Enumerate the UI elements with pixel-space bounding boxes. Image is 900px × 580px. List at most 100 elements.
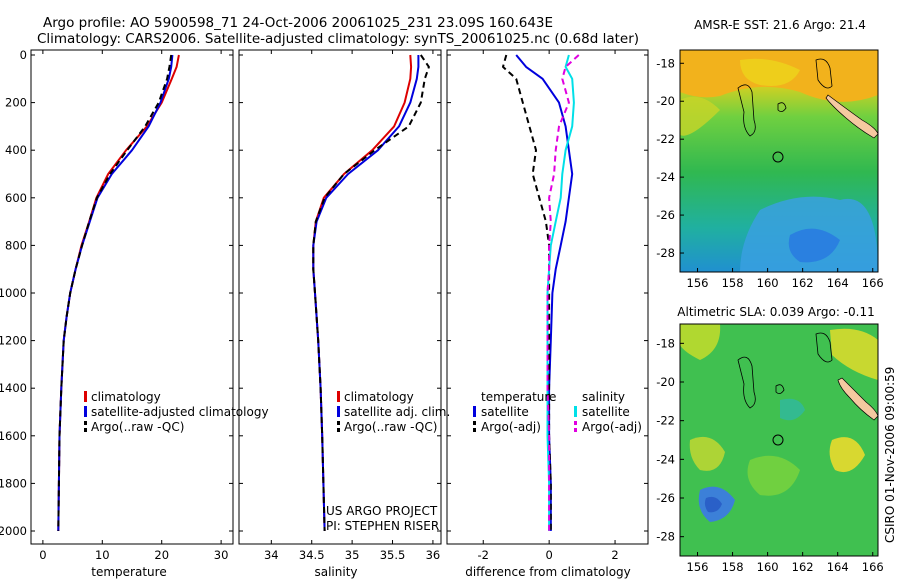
ytick-label: 1800: [0, 476, 27, 490]
xtick-label: 0: [545, 548, 552, 562]
sla-map-ticks: 156 158 160 162 164 166 -18 -20 -22 -24 -26 -28: [656, 336, 884, 574]
temperature-xlabel: temperature: [91, 565, 166, 579]
difference-legend: temperature salinity satellite Argo(-adj…: [450, 390, 642, 435]
map-ytick-label: -20: [656, 375, 675, 389]
xtick-label: 35.5: [380, 548, 406, 562]
sla-land-new-caledonia: [837, 377, 878, 421]
map-ytick-label: -24: [656, 452, 675, 466]
sla-yellow-east: [829, 437, 865, 473]
xtick-label: 34: [264, 548, 279, 562]
ytick-label: 200: [5, 96, 27, 110]
map-ytick-label: -24: [656, 170, 675, 184]
xtick-label: 30: [214, 548, 229, 562]
sst-coldest-patch: [788, 228, 840, 263]
series-line: [312, 55, 420, 532]
salinity-legend: climatology satellite adj. clim. Argo(..…: [337, 390, 450, 434]
legend-sal-clim: climatology: [344, 390, 414, 404]
sla-teal-patch: [780, 398, 805, 421]
map-xtick-label: 162: [792, 276, 814, 290]
legend-black-swatch-a: [337, 421, 340, 425]
temperature-panel-frame: [30, 49, 234, 545]
legend-diff-temp-header: temperature: [481, 390, 556, 404]
legend-sal-argo: Argo(..raw -QC): [344, 420, 437, 434]
xtick-label: 36: [426, 548, 441, 562]
difference-xlabel: difference from climatology: [465, 565, 631, 579]
temperature-legend: climatology satellite-adjusted climatolo…: [84, 390, 269, 434]
ytick-label: 1600: [0, 429, 27, 443]
ytick-label: 1400: [0, 381, 27, 395]
map-xtick-label: 156: [687, 560, 709, 574]
sst-land-new-caledonia: [825, 94, 878, 139]
map-ytick-label: -26: [656, 208, 675, 222]
legend-cyan-swatch: [574, 406, 577, 417]
map-xtick-label: 166: [862, 560, 884, 574]
legend-black-swatch-a: [473, 421, 476, 425]
sst-map-frame: [679, 49, 879, 273]
sla-map: [680, 324, 878, 556]
series-line: [57, 54, 173, 532]
series-line: [312, 54, 413, 532]
sla-map-title: Altimetric SLA: 0.039 Argo: -0.11: [677, 305, 874, 319]
map-ytick-label: -26: [656, 491, 675, 505]
ytick-label: 400: [5, 143, 27, 157]
map-xtick-label: 160: [757, 276, 779, 290]
sla-reef-contour-c: [775, 384, 785, 394]
series-line: [502, 54, 552, 531]
map-ytick-label: -22: [656, 132, 675, 146]
project-credit: US ARGO PROJECT: [326, 504, 438, 518]
map-ytick-label: -18: [656, 56, 675, 70]
salinity-xlabel: salinity: [314, 565, 357, 579]
sla-blue-core: [704, 496, 722, 513]
map-xtick-label: 164: [827, 560, 849, 574]
xtick-label: 0: [39, 548, 46, 562]
ytick-label: 1200: [0, 334, 27, 348]
legend-temp-argo: Argo(..raw -QC): [91, 420, 184, 434]
sst-map: [680, 50, 878, 272]
legend-black-swatch-b: [84, 428, 87, 432]
legend-magenta-swatch-a: [574, 421, 577, 425]
sst-map-title: AMSR-E SST: 21.6 Argo: 21.4: [694, 18, 866, 32]
ytick-label: 1000: [0, 286, 27, 300]
legend-black-swatch-a: [84, 421, 87, 425]
map-xtick-label: 164: [827, 276, 849, 290]
sla-yellow-ne: [830, 328, 878, 380]
csiro-stamp: CSIRO 01-Nov-2006 09:00:59: [883, 367, 897, 543]
legend-diff-sal-header: salinity: [582, 390, 625, 404]
legend-magenta-swatch-b: [574, 428, 577, 432]
ytick-label: 800: [5, 238, 27, 252]
map-ytick-label: -20: [656, 94, 675, 108]
legend-red-swatch: [337, 391, 340, 402]
legend-bg: [450, 391, 546, 435]
map-ytick-label: -22: [656, 414, 675, 428]
ytick-label: 2000: [0, 524, 27, 538]
xtick-label: 35: [345, 548, 360, 562]
map-xtick-label: 162: [792, 560, 814, 574]
temperature-axes: 0 200 400 600 800 1000 1200 1400 1600 1800 2000 0 10…: [0, 48, 233, 562]
difference-panel-frame: [446, 49, 649, 545]
legend-sal-sat: satellite adj. clim.: [344, 405, 450, 419]
sla-argo-marker: [772, 434, 784, 446]
legend-temp-clim: climatology: [91, 390, 161, 404]
xtick-label: 34.5: [299, 548, 325, 562]
legend-diff-sal-argo: Argo(-adj): [582, 420, 642, 434]
sst-reef-contour-a: [737, 84, 756, 137]
map-ytick-label: -28: [656, 530, 675, 544]
pi-credit: PI: STEPHEN RISER: [326, 519, 439, 533]
ytick-label: 600: [5, 191, 27, 205]
map-xtick-label: 158: [722, 276, 744, 290]
xtick-label: -2: [478, 548, 489, 562]
series-line: [57, 54, 180, 532]
map-ytick-label: -18: [656, 336, 675, 350]
legend-diff-temp-argo: Argo(-adj): [481, 420, 541, 434]
sst-yellow-west: [680, 96, 720, 136]
legend-black-swatch-b: [337, 428, 340, 432]
map-ytick-label: -28: [656, 246, 675, 260]
xtick-label: 10: [95, 548, 110, 562]
xtick-label: 2: [611, 548, 618, 562]
difference-axes: -2 0 2: [447, 50, 648, 562]
salinity-panel-frame: [238, 49, 442, 545]
map-xtick-label: 160: [757, 560, 779, 574]
legend-red-swatch: [84, 391, 87, 402]
sla-yellow-west: [689, 436, 725, 471]
